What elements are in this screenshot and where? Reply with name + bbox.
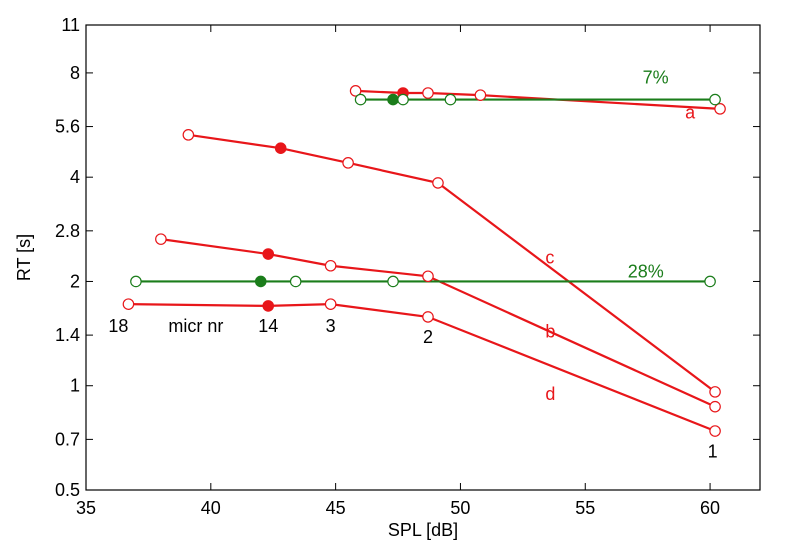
- y-tick-label: 11: [61, 15, 80, 35]
- data-point-b: [422, 270, 434, 283]
- plot-area-frame: [85, 24, 761, 491]
- x-tick-label: 45: [326, 498, 346, 518]
- data-point-a: [714, 103, 726, 115]
- data-point-d: [122, 298, 135, 310]
- y-tick-label: 2: [70, 271, 80, 291]
- data-point-28: [704, 275, 716, 288]
- data-point-c: [274, 142, 287, 154]
- y-tick-label: 4: [70, 167, 80, 187]
- annotation-28: 28%: [628, 262, 664, 282]
- y-axis-tick-labels: 0.5 0.7 1 1.4 2 2.8 4 5.6 8 11: [55, 15, 80, 500]
- x-tick-label: 60: [700, 498, 720, 518]
- data-point-d: [422, 311, 434, 323]
- data-point-7: [444, 93, 457, 106]
- annotation-3: 3: [326, 316, 336, 336]
- axis-ticks: [85, 24, 760, 491]
- data-point-a: [474, 89, 487, 101]
- data-point-d: [324, 298, 337, 310]
- data-point-d: [262, 300, 275, 312]
- data-point-28: [387, 275, 399, 288]
- data-point-b: [155, 233, 167, 245]
- x-tick-label: 40: [201, 498, 221, 518]
- x-tick-label: 55: [575, 498, 595, 518]
- y-tick-label: 0.7: [55, 429, 80, 449]
- annotation-18: 18: [108, 316, 128, 336]
- y-tick-label: 1: [70, 376, 80, 396]
- annotation-7: 7%: [643, 68, 669, 88]
- data-point-7: [354, 93, 367, 106]
- y-tick-label: 2.8: [55, 221, 80, 241]
- y-tick-label: 1.4: [55, 325, 80, 345]
- data-point-b: [709, 400, 721, 413]
- data-point-c: [432, 177, 444, 189]
- x-axis-label: SPL [dB]: [388, 520, 458, 540]
- x-axis-tick-labels: 35 40 45 50 55 60: [76, 498, 720, 518]
- data-point-a: [349, 85, 362, 97]
- data-point-28: [130, 275, 142, 288]
- series-markers: [122, 85, 726, 437]
- annotation-micr-nr: micr nr: [168, 316, 223, 336]
- data-point-28: [289, 275, 302, 288]
- data-point-c: [342, 157, 354, 169]
- data-point-7: [397, 93, 409, 106]
- data-point-b: [324, 259, 337, 272]
- annotations: 7% a c 28% b d 18 micr nr 14 3 2 1: [108, 68, 717, 462]
- data-point-d: [709, 425, 721, 437]
- data-point-c: [182, 129, 195, 141]
- annotation-a: a: [685, 103, 696, 123]
- annotation-14: 14: [258, 316, 278, 336]
- data-point-c: [709, 386, 721, 398]
- annotation-b: b: [545, 321, 555, 341]
- y-tick-label: 5.6: [55, 117, 80, 137]
- data-point-7: [709, 93, 721, 106]
- y-axis-label: RT [s]: [14, 234, 34, 281]
- data-point-b: [262, 248, 275, 260]
- data-point-7: [387, 93, 399, 106]
- x-tick-label: 50: [450, 498, 470, 518]
- annotation-2: 2: [423, 327, 433, 347]
- y-tick-label: 8: [70, 63, 80, 83]
- annotation-d: d: [545, 384, 555, 404]
- data-point-28: [254, 275, 267, 288]
- annotation-c: c: [545, 248, 554, 268]
- y-tick-label: 0.5: [55, 480, 80, 500]
- data-point-a: [422, 87, 434, 99]
- x-tick-label: 35: [76, 498, 96, 518]
- annotation-1: 1: [708, 442, 718, 462]
